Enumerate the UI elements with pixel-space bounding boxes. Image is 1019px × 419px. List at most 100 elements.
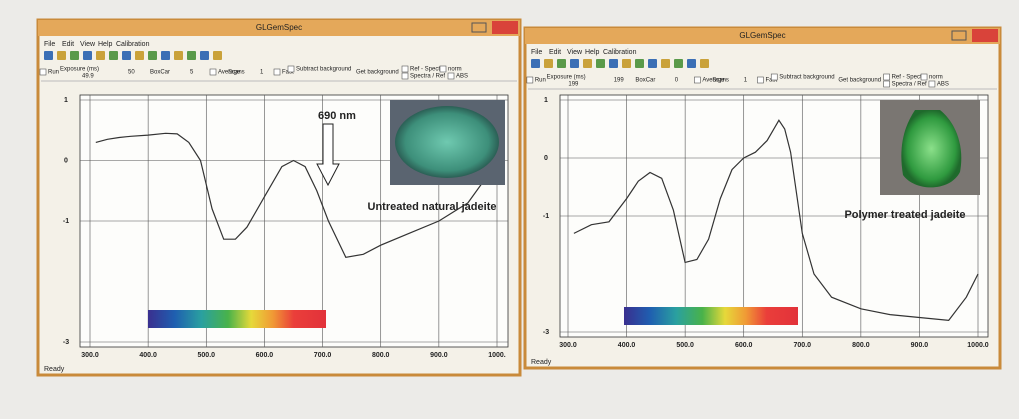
toolbar-icon[interactable] xyxy=(557,59,566,68)
checkbox[interactable] xyxy=(448,73,454,79)
control-label: 49.9 xyxy=(82,74,94,80)
toolbar-icon[interactable] xyxy=(700,59,709,68)
annotation: Polymer treated jadeite xyxy=(844,209,965,221)
toolbar-icon[interactable] xyxy=(135,51,144,60)
checkbox[interactable] xyxy=(921,74,927,80)
status-text: Ready xyxy=(44,366,65,373)
checkbox[interactable] xyxy=(274,69,280,75)
toolbar-icon[interactable] xyxy=(200,51,209,60)
toolbar-icon[interactable] xyxy=(531,59,540,68)
page: GLGemSpecFileEditViewHelpCalibrationRunE… xyxy=(0,0,1019,414)
checkbox[interactable] xyxy=(694,77,700,83)
control-label: BoxCar xyxy=(150,70,170,76)
y-tick-label: -1 xyxy=(63,218,69,225)
checkbox[interactable] xyxy=(288,66,294,72)
annotation: Untreated natural jadeite xyxy=(368,201,497,213)
control-label: BoxCar xyxy=(635,78,655,84)
control-label[interactable]: Get background xyxy=(838,78,881,84)
menu-item[interactable]: Edit xyxy=(549,49,561,56)
toolbar-icon[interactable] xyxy=(674,59,683,68)
menu-item[interactable]: View xyxy=(80,41,96,48)
control-label: ABS xyxy=(456,74,468,80)
window-title: GLGemSpec xyxy=(256,23,302,32)
toolbar-icon[interactable] xyxy=(148,51,157,60)
checkbox[interactable] xyxy=(757,77,763,83)
toolbar-icon[interactable] xyxy=(622,59,631,68)
control-label: 199 xyxy=(568,82,579,88)
checkbox[interactable] xyxy=(527,77,533,83)
control-label: Exposure (ms) xyxy=(60,67,99,73)
menu-item[interactable]: Help xyxy=(98,41,113,48)
x-tick-label: 400.0 xyxy=(618,342,636,349)
x-tick-label: 400.0 xyxy=(139,352,157,359)
control-label: Subtract background xyxy=(296,67,351,73)
toolbar-icon[interactable] xyxy=(648,59,657,68)
spectrum-bar xyxy=(148,310,326,328)
x-tick-label: 300.0 xyxy=(81,352,99,359)
toolbar-icon[interactable] xyxy=(596,59,605,68)
control-label: Spectra / Ref xyxy=(410,74,445,80)
toolbar-icon[interactable] xyxy=(83,51,92,60)
y-tick-label: 0 xyxy=(544,155,548,162)
control-label: 50 xyxy=(128,70,135,76)
menu-item[interactable]: File xyxy=(44,41,55,48)
checkbox[interactable] xyxy=(929,81,935,87)
toolbar-icon[interactable] xyxy=(122,51,131,60)
window-title: GLGemSpec xyxy=(739,31,785,40)
toolbar-icon[interactable] xyxy=(213,51,222,60)
menu-item[interactable]: Edit xyxy=(62,41,74,48)
x-tick-label: 500.0 xyxy=(676,342,694,349)
menu-item[interactable]: File xyxy=(531,49,542,56)
checkbox[interactable] xyxy=(771,74,777,80)
checkbox[interactable] xyxy=(884,74,890,80)
x-tick-label: 900.0 xyxy=(430,352,448,359)
toolbar-icon[interactable] xyxy=(544,59,553,68)
toolbar-icon[interactable] xyxy=(635,59,644,68)
spectrum-bar xyxy=(624,307,798,325)
checkbox[interactable] xyxy=(40,69,46,75)
status-text: Ready xyxy=(531,359,552,366)
menu-item[interactable]: Calibration xyxy=(116,41,150,48)
control-label: Scans xyxy=(228,70,245,76)
x-tick-label: 900.0 xyxy=(911,342,929,349)
y-tick-label: 0 xyxy=(64,157,68,164)
checkbox[interactable] xyxy=(440,66,446,72)
toolbar-icon[interactable] xyxy=(174,51,183,60)
toolbar-icon[interactable] xyxy=(570,59,579,68)
toolbar-icon[interactable] xyxy=(161,51,170,60)
toolbar-icon[interactable] xyxy=(187,51,196,60)
toolbar-icon[interactable] xyxy=(661,59,670,68)
toolbar-icon[interactable] xyxy=(583,59,592,68)
x-tick-label: 1000. xyxy=(488,352,506,359)
close-button[interactable] xyxy=(972,29,998,42)
control-label: norm xyxy=(929,75,943,81)
x-tick-label: 700.0 xyxy=(794,342,812,349)
checkbox[interactable] xyxy=(210,69,216,75)
control-label: Run xyxy=(535,78,546,84)
checkbox[interactable] xyxy=(402,73,408,79)
menu-item[interactable]: Help xyxy=(585,49,600,56)
x-tick-label: 600.0 xyxy=(735,342,753,349)
toolbar-icon[interactable] xyxy=(70,51,79,60)
x-tick-label: 800.0 xyxy=(852,342,870,349)
gem-image xyxy=(395,106,499,178)
y-tick-label: -1 xyxy=(543,213,549,220)
control-label[interactable]: Get background xyxy=(356,70,399,76)
control-label: Run xyxy=(48,70,59,76)
menu-item[interactable]: View xyxy=(567,49,583,56)
toolbar-icon[interactable] xyxy=(109,51,118,60)
toolbar-icon[interactable] xyxy=(687,59,696,68)
toolbar-icon[interactable] xyxy=(57,51,66,60)
toolbar-icon[interactable] xyxy=(44,51,53,60)
x-tick-label: 1000.0 xyxy=(967,342,989,349)
control-label: Subtract background xyxy=(779,75,834,81)
toolbar-icon[interactable] xyxy=(609,59,618,68)
close-button[interactable] xyxy=(492,21,518,34)
checkbox[interactable] xyxy=(402,66,408,72)
control-label: Spectra / Ref xyxy=(892,82,927,88)
checkbox[interactable] xyxy=(884,81,890,87)
control-label: norm xyxy=(448,67,462,73)
y-tick-label: -3 xyxy=(543,329,549,336)
menu-item[interactable]: Calibration xyxy=(603,49,637,56)
toolbar-icon[interactable] xyxy=(96,51,105,60)
